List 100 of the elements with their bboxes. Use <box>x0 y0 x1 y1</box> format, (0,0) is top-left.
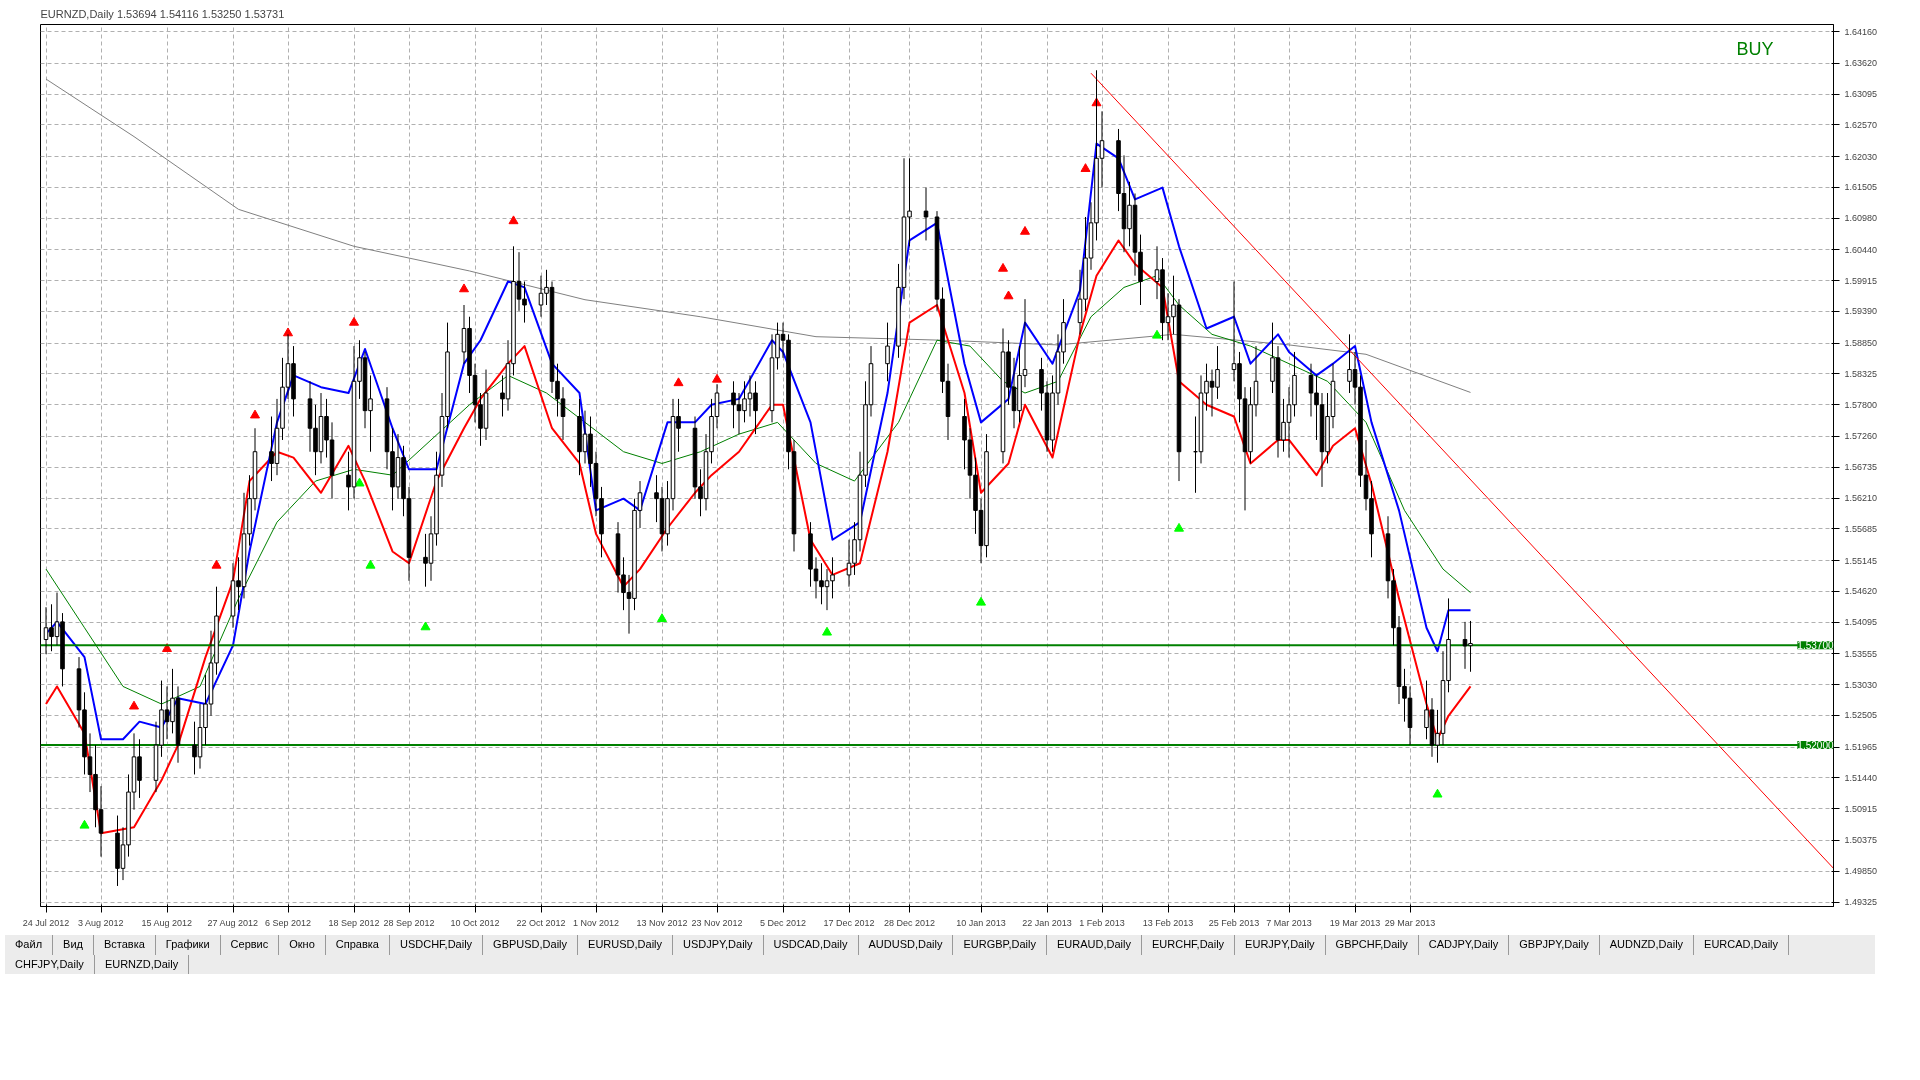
point <box>712 373 722 383</box>
text: AUDNZD,Daily <box>1599 935 1695 955</box>
text: EURNZD,Daily <box>94 954 190 975</box>
point <box>129 700 139 710</box>
y-tick-label: 1.58850 <box>1844 338 1878 349</box>
line-series <box>45 78 1471 393</box>
y-tick-label: 1.53030 <box>1844 679 1878 690</box>
y-tick-label: 1.63620 <box>1844 58 1878 69</box>
point <box>998 262 1008 272</box>
x-tick-label: 1 Feb 2013 <box>1079 917 1125 928</box>
y-tick-label: 1.64160 <box>1844 26 1878 37</box>
text: GBPCHF,Daily <box>1325 935 1419 955</box>
line-series <box>45 142 1472 741</box>
line-series <box>45 239 1472 835</box>
candlestick <box>923 187 929 241</box>
y-tick-label: 1.49850 <box>1844 866 1878 877</box>
text: Справка <box>325 935 390 955</box>
point <box>1432 788 1443 798</box>
x-tick-label: 28 Sep 2012 <box>383 917 435 928</box>
y-tick-label: 1.57800 <box>1844 399 1878 410</box>
x-tick-label: 13 Feb 2013 <box>1142 917 1194 928</box>
point <box>250 409 260 419</box>
point <box>349 316 359 326</box>
x-tick-label: 6 Sep 2012 <box>264 917 312 928</box>
y-tick-label: 1.56210 <box>1844 493 1878 504</box>
point <box>822 626 832 636</box>
point <box>1152 329 1162 339</box>
y-tick-label: 1.51965 <box>1844 742 1878 753</box>
y-tick-label: 1.58325 <box>1844 368 1878 379</box>
text: AUDUSD,Daily <box>858 935 954 955</box>
point <box>657 613 667 623</box>
y-tick-label: 1.60440 <box>1844 244 1878 255</box>
point <box>162 643 172 652</box>
text: EURUSD,Daily <box>578 935 674 955</box>
point <box>1174 522 1184 532</box>
point <box>1003 290 1014 300</box>
y-tick-label: 1.60980 <box>1844 213 1878 224</box>
y-tick-label: 1.54095 <box>1844 617 1878 628</box>
text: Файл <box>5 935 54 955</box>
y-tick-label: 1.59390 <box>1844 306 1878 317</box>
x-tick-label: 22 Jan 2013 <box>1022 917 1072 928</box>
text: EURCAD,Daily <box>1694 935 1790 955</box>
point <box>211 559 222 569</box>
point <box>508 215 519 225</box>
y-tick-label: 1.62030 <box>1844 151 1878 162</box>
text: Сервис <box>220 935 280 955</box>
x-tick-label: 7 Mar 2013 <box>1266 917 1312 928</box>
point <box>1080 163 1091 172</box>
y-tick-label: 1.52505 <box>1844 710 1878 721</box>
y-tick-label: 1.61505 <box>1844 182 1878 193</box>
ref-line-label: 1.53700 <box>1797 640 1834 652</box>
text: EURJPY,Daily <box>1235 935 1326 955</box>
x-tick-label: 24 Jul 2012 <box>22 917 70 928</box>
y-tick-label: 1.59915 <box>1844 275 1878 286</box>
text: Вид <box>53 935 94 955</box>
y-tick-label: 1.55685 <box>1844 523 1878 534</box>
ref-line-label: 1.52000 <box>1797 740 1834 752</box>
y-tick-label: 1.49325 <box>1844 897 1878 908</box>
point <box>976 596 986 606</box>
text: GBPJPY,Daily <box>1509 935 1600 955</box>
y-tick-label: 1.51440 <box>1844 772 1878 783</box>
x-tick-label: 15 Aug 2012 <box>141 917 193 928</box>
x-tick-label: 5 Dec 2012 <box>759 917 807 928</box>
candlestick <box>885 322 890 382</box>
point <box>459 283 469 293</box>
y-tick-label: 1.63095 <box>1844 89 1878 100</box>
point <box>365 559 376 569</box>
chart-title: EURNZD,Daily 1.53694 1.54116 1.53250 1.53731 <box>40 7 285 20</box>
text: Графики <box>155 935 221 955</box>
x-tick-label: 17 Dec 2012 <box>823 917 875 928</box>
y-tick-label: 1.53555 <box>1844 648 1878 659</box>
point <box>79 819 90 829</box>
text: CHFJPY,Daily <box>5 954 95 975</box>
text: USDJPY,Daily <box>673 935 764 955</box>
x-tick-label: 19 Mar 2013 <box>1329 917 1381 928</box>
text: GBPUSD,Daily <box>483 935 579 955</box>
point <box>1020 225 1030 235</box>
y-tick-label: 1.62570 <box>1844 119 1878 130</box>
y-tick-label: 1.57260 <box>1844 431 1878 442</box>
x-tick-label: 28 Dec 2012 <box>883 917 936 928</box>
text: Окно <box>279 935 326 955</box>
annotation: BUY <box>1736 38 1774 59</box>
text: CADJPY,Daily <box>1418 935 1510 955</box>
x-tick-label: 23 Nov 2012 <box>691 917 743 928</box>
text: EURAUD,Daily <box>1047 935 1142 955</box>
point <box>673 377 684 387</box>
text: USDCHF,Daily <box>389 935 484 955</box>
text: EURGBP,Daily <box>953 935 1048 955</box>
x-tick-label: 25 Feb 2013 <box>1208 917 1260 928</box>
point <box>354 477 365 487</box>
x-tick-label: 27 Aug 2012 <box>207 917 259 928</box>
x-tick-label: 3 Aug 2012 <box>77 917 124 928</box>
x-tick-label: 29 Mar 2013 <box>1384 917 1436 928</box>
y-tick-label: 1.56735 <box>1844 462 1878 473</box>
x-tick-label: 22 Oct 2012 <box>516 917 566 928</box>
y-tick-label: 1.54620 <box>1844 586 1878 597</box>
point <box>420 621 431 631</box>
x-tick-label: 18 Sep 2012 <box>328 917 380 928</box>
text: EURCHF,Daily <box>1141 935 1236 955</box>
x-tick-label: 1 Nov 2012 <box>572 917 620 928</box>
